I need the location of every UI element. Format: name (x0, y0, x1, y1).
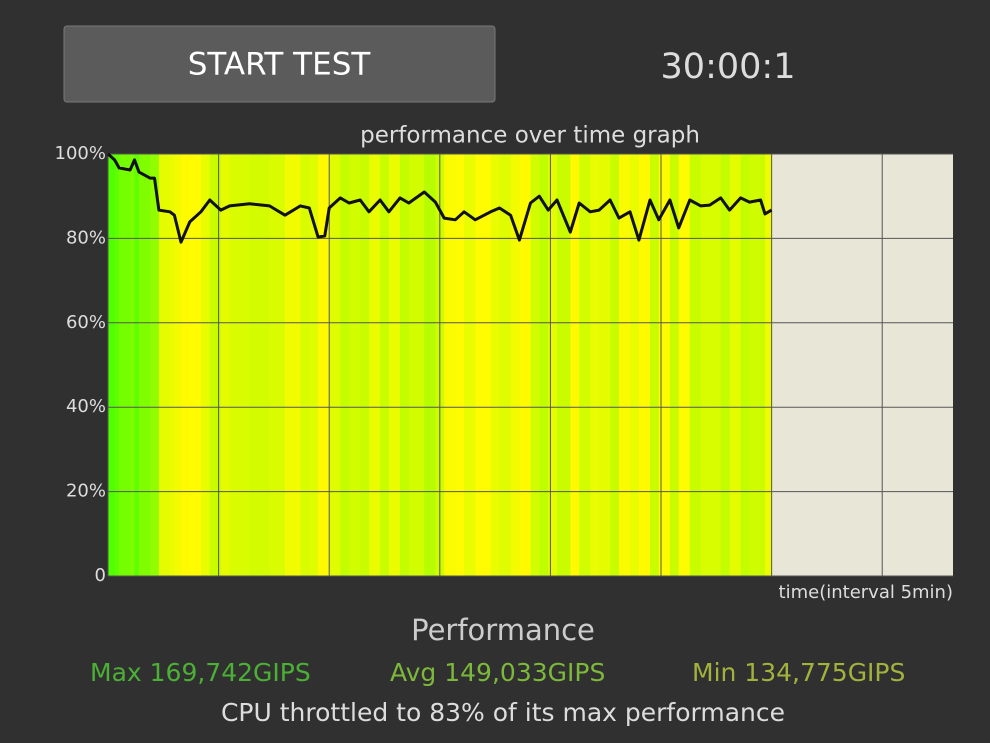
performance-stripe (119, 154, 131, 576)
performance-line (107, 152, 773, 244)
performance-stripe (108, 154, 116, 576)
performance-stripe (618, 154, 631, 576)
performance-stripe (630, 154, 640, 576)
performance-stripe (300, 154, 310, 576)
performance-stripe (130, 154, 136, 576)
performance-stripe (349, 154, 361, 576)
performance-stripe (499, 154, 512, 576)
y-tick-label: 80% (66, 227, 106, 248)
performance-stripe (169, 154, 175, 576)
performance-stripe (649, 154, 660, 576)
performance-stripe (749, 154, 762, 576)
performance-stripe (180, 154, 191, 576)
performance-stripe (150, 154, 155, 576)
performance-stripe (329, 154, 341, 576)
max-stat: Max 169,742GIPS (90, 658, 311, 687)
y-tick-label: 60% (66, 312, 106, 333)
performance-stripe (678, 154, 691, 576)
performance-stripe (530, 154, 540, 576)
performance-stripe (380, 154, 390, 576)
performance-stripe (510, 154, 520, 576)
timer: 30:00:1 (661, 47, 796, 87)
performance-stripe (318, 154, 326, 576)
y-tick-label: 40% (66, 396, 106, 417)
performance-stripe (399, 154, 410, 576)
performance-stripe (557, 154, 571, 576)
performance-stripe (689, 154, 702, 576)
performance-stripe (669, 154, 680, 576)
stats-heading: Performance (411, 613, 595, 647)
performance-stripe (209, 154, 222, 576)
y-tick-label: 20% (66, 481, 106, 502)
chart-title: performance over time graph (360, 123, 700, 149)
y-tick-label: 100% (55, 143, 106, 164)
performance-stripe (284, 154, 301, 576)
performance-stripe (638, 154, 651, 576)
performance-stripe (249, 154, 270, 576)
performance-stripe (519, 154, 531, 576)
performance-stripe (229, 154, 251, 576)
performance-stripe (610, 154, 620, 576)
performance-stripe (220, 154, 231, 576)
performance-stripe (464, 154, 476, 576)
performance-stripe (360, 154, 370, 576)
performance-stripe (475, 154, 492, 576)
performance-stripe (658, 154, 671, 576)
start-button[interactable] (63, 25, 496, 103)
performance-stripe (340, 154, 350, 576)
performance-stripe (200, 154, 211, 576)
performance-stripe (444, 154, 456, 576)
performance-stripe (599, 154, 611, 576)
performance-stripe (324, 154, 330, 576)
performance-stripe (138, 154, 151, 576)
performance-stripe (114, 154, 120, 576)
performance-stripe (764, 154, 773, 576)
performance-stripe (369, 154, 381, 576)
performance-stripe (548, 154, 558, 576)
performance-stripe (760, 154, 766, 576)
performance-stripe (158, 154, 171, 576)
performance-stripe (408, 154, 425, 576)
performance-stripe (579, 154, 591, 576)
performance-stripe (490, 154, 501, 576)
performance-stripe (134, 154, 140, 576)
performance-stripe (154, 154, 160, 576)
performance-stripe (590, 154, 600, 576)
performance-stripe (539, 154, 549, 576)
performance-stripe (740, 154, 750, 576)
performance-stripe (709, 154, 722, 576)
performance-stripe (189, 154, 202, 576)
x-axis-label: time(interval 5min) (779, 582, 953, 603)
performance-stripe (700, 154, 711, 576)
performance-stripe (388, 154, 401, 576)
performance-stripe (455, 154, 465, 576)
min-stat: Min 134,775GIPS (692, 658, 905, 687)
performance-stripe (269, 154, 286, 576)
performance-stripe (570, 154, 580, 576)
y-tick-label: 0 (95, 565, 106, 586)
throttle-summary: CPU throttled to 83% of its max performa… (221, 698, 785, 727)
performance-stripe (729, 154, 742, 576)
performance-stripe (720, 154, 731, 576)
performance-stripe (424, 154, 436, 576)
avg-stat: Avg 149,033GIPS (390, 658, 605, 687)
start-button-label[interactable]: START TEST (188, 47, 372, 83)
performance-stripe (174, 154, 182, 576)
performance-stripe (309, 154, 319, 576)
